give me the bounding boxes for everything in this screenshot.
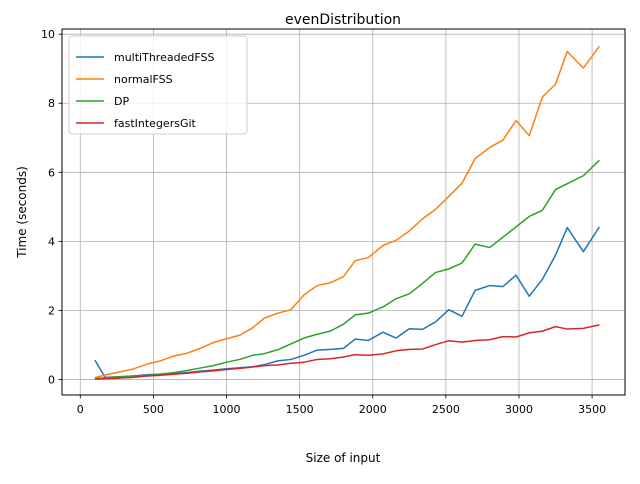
- legend-label: normalFSS: [114, 73, 173, 86]
- plot-frame: [61, 28, 626, 396]
- y-tick-label: 4: [48, 235, 55, 248]
- y-tick-label: 8: [48, 97, 55, 110]
- x-tick-label: 3500: [578, 403, 606, 416]
- x-tick-label: 2500: [432, 403, 460, 416]
- y-axis-ticks: 0 2 4 6 8 10: [41, 28, 62, 386]
- y-tick-label: 0: [48, 373, 55, 386]
- chart-title: evenDistribution: [285, 12, 401, 28]
- y-axis-label: Time (seconds): [15, 166, 29, 259]
- x-tick-label: 500: [143, 403, 164, 416]
- x-tick-label: 1000: [213, 403, 241, 416]
- legend-box: [68, 35, 248, 135]
- x-axis-label: Size of input: [306, 451, 381, 465]
- series-line-DP: [94, 159, 600, 380]
- y-tick-label: 10: [41, 28, 55, 41]
- series-lines: [94, 45, 601, 380]
- series-line-fastIntegersGit: [94, 324, 600, 380]
- legend-label: DP: [114, 95, 129, 108]
- y-tick-label: 6: [48, 166, 55, 179]
- series-line-normalFSS: [94, 45, 601, 379]
- x-tick-label: 0: [77, 403, 84, 416]
- x-axis-ticks: 0 500 1000 1500 2000 2500 3000 3500: [77, 395, 606, 416]
- legend-label: fastIntegersGit: [114, 117, 197, 130]
- x-tick-label: 1500: [286, 403, 314, 416]
- x-tick-label: 3000: [505, 403, 533, 416]
- y-tick-label: 2: [48, 304, 55, 317]
- legend-label: multiThreadedFSS: [114, 51, 214, 64]
- legend: multiThreadedFSS normalFSS DP fastIntegersG…: [68, 35, 248, 135]
- x-tick-label: 2000: [359, 403, 387, 416]
